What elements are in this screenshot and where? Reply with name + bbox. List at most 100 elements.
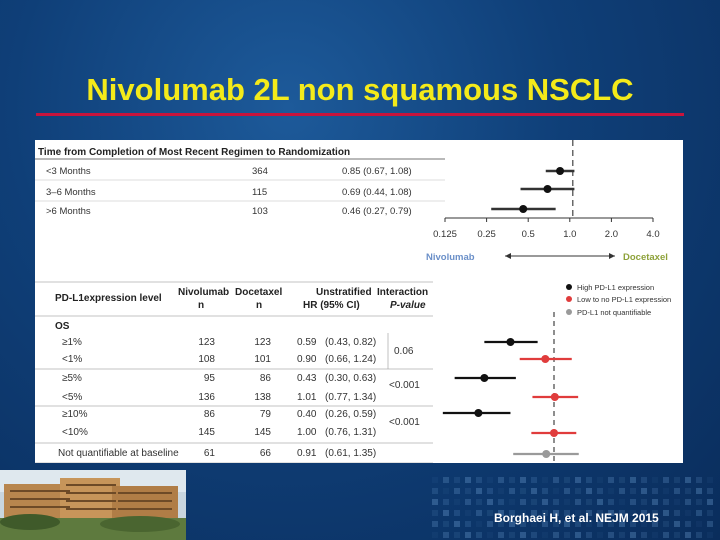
table-row-nivolumab-n: 86	[204, 409, 216, 420]
dot	[663, 499, 669, 505]
top-x-tick-label: 1.0	[563, 229, 576, 240]
dot	[696, 477, 702, 483]
dot	[619, 510, 625, 516]
dot	[575, 499, 581, 505]
bottom-hr-point	[506, 338, 515, 346]
dot	[553, 499, 559, 505]
dot	[564, 510, 570, 516]
dot	[542, 521, 548, 527]
dot	[564, 532, 570, 538]
dot	[575, 521, 581, 527]
dot	[487, 510, 493, 516]
dot	[586, 499, 592, 505]
favors-docetaxel-label: Docetaxel	[623, 252, 668, 263]
dot	[586, 510, 592, 516]
table-row-nivolumab-n: 136	[198, 392, 215, 403]
section-os: OS	[55, 321, 70, 332]
top-x-tick-label: 4.0	[646, 229, 659, 240]
dot	[553, 521, 559, 527]
dot	[685, 532, 691, 538]
dot	[531, 477, 537, 483]
dot	[487, 477, 493, 483]
dot	[586, 521, 592, 527]
dot	[630, 510, 636, 516]
table-row-docetaxel-n: 86	[260, 373, 272, 384]
dot	[685, 488, 691, 494]
dot	[487, 521, 493, 527]
top-hr-point	[556, 167, 565, 175]
dot	[608, 521, 614, 527]
top-hr-point	[519, 205, 528, 213]
dot	[564, 488, 570, 494]
dot	[674, 477, 680, 483]
dot	[531, 532, 537, 538]
dot	[454, 521, 460, 527]
dot	[674, 510, 680, 516]
dot	[487, 532, 493, 538]
dot	[509, 499, 515, 505]
top-row-n: 115	[252, 187, 267, 198]
dot	[432, 532, 438, 538]
bottom-hr-point	[480, 374, 489, 382]
dot	[487, 499, 493, 505]
dot	[696, 499, 702, 505]
legend-nq-marker	[566, 309, 572, 315]
table-row-hr: 1.01	[297, 392, 317, 403]
dot	[685, 477, 691, 483]
table-row-hr: 0.40	[297, 409, 317, 420]
dot	[443, 499, 449, 505]
col-header-docetaxel: Docetaxel	[235, 287, 282, 298]
dot	[586, 532, 592, 538]
dot	[597, 477, 603, 483]
forest-plot-figure: Time from Completion of Most Recent Regi…	[35, 140, 671, 463]
dot	[465, 499, 471, 505]
dot	[520, 477, 526, 483]
dot	[553, 510, 559, 516]
col-header-docetaxel-n: n	[256, 300, 262, 311]
table-row-docetaxel-n: 79	[260, 409, 272, 420]
table-row-label: <1%	[62, 354, 82, 365]
top-x-tick-label: 0.5	[522, 229, 535, 240]
dot	[685, 521, 691, 527]
dot	[696, 510, 702, 516]
dot	[586, 488, 592, 494]
table-row-hr: 0.59	[297, 337, 317, 348]
dot	[608, 510, 614, 516]
dot	[443, 521, 449, 527]
slide-title: Nivolumab 2L non squamous NSCLC	[86, 72, 634, 107]
bottom-hr-point	[474, 409, 483, 417]
table-row-ci: (0.30, 0.63)	[325, 373, 376, 384]
table-row-label: <5%	[62, 392, 82, 403]
dot	[553, 532, 559, 538]
dot	[630, 521, 636, 527]
dot	[432, 521, 438, 527]
dot	[652, 510, 658, 516]
table-row-ci: (0.76, 1.31)	[325, 427, 376, 438]
dot	[498, 510, 504, 516]
dot	[465, 521, 471, 527]
dot	[575, 532, 581, 538]
dot	[641, 521, 647, 527]
dot	[707, 488, 713, 494]
dot	[465, 510, 471, 516]
dot	[641, 532, 647, 538]
dot	[520, 499, 526, 505]
table-row-label: Not quantifiable at baseline	[58, 448, 179, 459]
top-row-label: 3–6 Months	[46, 187, 96, 198]
legend-low-label: Low to no PD-L1 expression	[577, 295, 671, 304]
dot	[652, 532, 658, 538]
dot	[619, 477, 625, 483]
dot	[520, 488, 526, 494]
dot	[520, 532, 526, 538]
dot	[685, 510, 691, 516]
dot	[432, 510, 438, 516]
col-header-pdl1: PD-L1expression level	[55, 293, 162, 304]
dot	[476, 521, 482, 527]
dot	[652, 499, 658, 505]
dot	[498, 477, 504, 483]
dot	[476, 510, 482, 516]
dot	[476, 488, 482, 494]
pvalue-10pct: <0.001	[389, 417, 420, 428]
col-header-nivolumab-n: n	[198, 300, 204, 311]
dot	[454, 499, 460, 505]
